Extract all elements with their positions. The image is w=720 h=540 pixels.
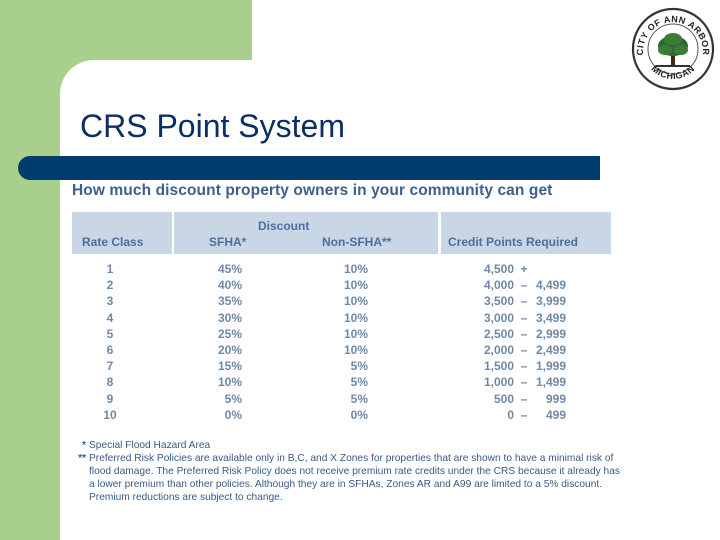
points-low-cell: 2,000 <box>483 342 514 357</box>
points-low-cell: 2,500 <box>483 326 514 341</box>
rate-class-cell: 3 <box>106 294 114 309</box>
footnote-sfha: * Special Flood Hazard Area <box>72 439 628 452</box>
points-low-cell: 4,000 <box>483 278 514 293</box>
points-high-cell: 4,499 <box>535 278 566 293</box>
points-high-cell: 999 <box>545 391 566 406</box>
rate-class-cell: 1 <box>106 262 114 276</box>
table-row: 2 40% 10% 4,000 – 4,499 <box>72 278 612 294</box>
non-sfha-discount-cell: 10% <box>343 342 368 357</box>
sfha-discount-cell: 25% <box>217 326 242 341</box>
header-band-credit-points <box>441 212 611 254</box>
table-row: 3 35% 10% 3,500 – 3,999 <box>72 294 612 310</box>
points-high-cell: 499 <box>545 407 566 422</box>
table-body: 1 45% 10% 4,500 + 2 40% 10% 4,000 – 4,49… <box>72 262 612 424</box>
footnote-marker: ** <box>78 453 86 464</box>
rate-class-cell: 10 <box>103 407 117 422</box>
table-row: 10 0% 0% 0 – 499 <box>72 408 612 424</box>
credit-points-header: Credit Points Required <box>448 235 579 249</box>
table-row: 4 30% 10% 3,000 – 3,499 <box>72 311 612 327</box>
non-sfha-discount-cell: 5% <box>350 375 368 390</box>
sfha-discount-cell: 5% <box>224 391 242 406</box>
table-row: 7 15% 5% 1,500 – 1,999 <box>72 359 612 375</box>
points-separator: + <box>520 262 528 276</box>
city-seal-logo: CITY OF ANN ARBOR MICHIGAN <box>630 6 716 92</box>
sfha-discount-cell: 45% <box>217 262 242 276</box>
footnote-marker: * <box>82 440 86 451</box>
rate-class-cell: 5 <box>106 326 114 341</box>
table-row: 6 20% 10% 2,000 – 2,499 <box>72 343 612 359</box>
points-separator: – <box>520 294 528 309</box>
points-separator: – <box>520 278 528 293</box>
points-low-cell: 3,500 <box>483 294 514 309</box>
non-sfha-discount-cell: 10% <box>343 294 368 309</box>
rate-class-cell: 7 <box>106 359 114 374</box>
header-band-rate-class <box>72 212 172 254</box>
points-low-cell: 0 <box>507 407 514 422</box>
non-sfha-discount-cell: 5% <box>350 391 368 406</box>
sfha-discount-cell: 15% <box>217 359 242 374</box>
footnote-text: Preferred Risk Policies are available on… <box>89 453 620 503</box>
points-low-cell: 4,500 <box>483 262 514 276</box>
sfha-discount-cell: 40% <box>217 278 242 293</box>
table-row: 1 45% 10% 4,500 + <box>72 262 612 278</box>
header-band-discount <box>174 212 438 254</box>
slide-title: CRS Point System <box>80 108 345 144</box>
points-separator: – <box>520 375 528 390</box>
points-separator: – <box>520 326 528 341</box>
points-separator: – <box>520 342 528 357</box>
sfha-discount-cell: 35% <box>217 294 242 309</box>
table-row: 8 10% 5% 1,000 – 1,499 <box>72 375 612 391</box>
sfha-discount-cell: 30% <box>217 310 242 325</box>
rate-class-cell: 4 <box>106 310 114 325</box>
sfha-discount-cell: 10% <box>217 375 242 390</box>
discount-group-header: Discount <box>258 219 310 233</box>
rate-class-cell: 2 <box>106 278 114 293</box>
points-high-cell: 1,999 <box>535 359 566 374</box>
non-sfha-discount-cell: 10% <box>343 278 368 293</box>
non-sfha-discount-cell: 10% <box>343 262 368 276</box>
points-high-cell: 2,999 <box>535 326 566 341</box>
sfha-discount-cell: 0% <box>224 407 242 422</box>
points-low-cell: 1,000 <box>483 375 514 390</box>
rate-class-cell: 8 <box>106 375 114 390</box>
points-low-cell: 1,500 <box>483 359 514 374</box>
points-separator: – <box>520 391 528 406</box>
points-separator: – <box>520 359 528 374</box>
rate-class-cell: 9 <box>106 391 114 406</box>
sfha-header: SFHA* <box>209 235 247 249</box>
points-high-cell: 3,999 <box>535 294 566 309</box>
title-underline-bar <box>18 156 600 180</box>
non-sfha-discount-cell: 10% <box>343 326 368 341</box>
rate-class-header: Rate Class <box>82 235 144 249</box>
tree-icon <box>656 33 690 67</box>
footnote-text: Special Flood Hazard Area <box>89 440 211 451</box>
table-row: 5 25% 10% 2,500 – 2,999 <box>72 327 612 343</box>
points-separator: – <box>520 407 528 422</box>
non-sfha-discount-cell: 5% <box>350 359 368 374</box>
rate-class-cell: 6 <box>106 342 114 357</box>
points-low-cell: 500 <box>493 391 514 406</box>
points-low-cell: 3,000 <box>483 310 514 325</box>
table-row: 9 5% 5% 500 – 999 <box>72 392 612 408</box>
points-separator: – <box>520 310 528 325</box>
points-high-cell: 1,499 <box>535 375 566 390</box>
table-heading: How much discount property owners in you… <box>72 182 553 199</box>
footnote-preferred-risk: ** Preferred Risk Policies are available… <box>72 452 628 504</box>
footnotes: * Special Flood Hazard Area ** Preferred… <box>72 439 628 504</box>
points-high-cell: 2,499 <box>535 342 566 357</box>
slide-content-panel <box>60 60 720 540</box>
non-sfha-header: Non-SFHA** <box>322 235 392 249</box>
points-high-cell: 3,499 <box>535 310 566 325</box>
non-sfha-discount-cell: 10% <box>343 310 368 325</box>
sfha-discount-cell: 20% <box>217 342 242 357</box>
non-sfha-discount-cell: 0% <box>350 407 368 422</box>
